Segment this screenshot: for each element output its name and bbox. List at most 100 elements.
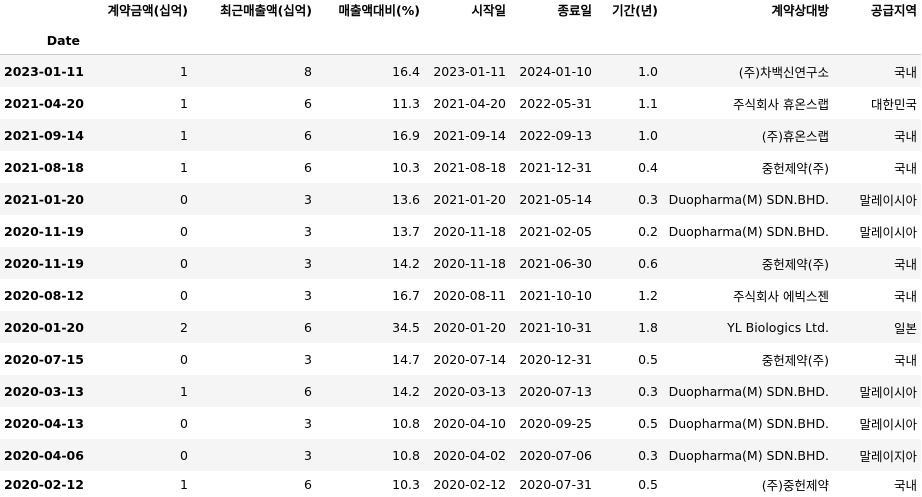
table-cell: 2020-11-18: [433, 255, 506, 271]
table-row: 2020-11-19 0 3 14.2 2020-11-18 2021-06-30 0.6 중…: [0, 247, 921, 279]
table-cell: 국내: [893, 128, 917, 144]
table-cell: 11.3: [392, 95, 420, 111]
table-cell: 말레이시아: [859, 192, 917, 208]
row-index-date: 2020-02-12: [4, 476, 84, 492]
table-cell: 2020-11-18: [433, 223, 506, 239]
column-header: 계약상대방: [771, 3, 829, 18]
table-cell: 1: [180, 476, 188, 492]
table-cell: 2020-12-31: [519, 351, 592, 367]
table-cell: 0.5: [638, 351, 658, 367]
table-cell: 2021-09-14: [433, 127, 506, 143]
table-row: 2020-01-20 2 6 34.5 2020-01-20 2021-10-31 1.8 Y…: [0, 311, 921, 343]
table-cell: Duopharma(M) SDN.BHD.: [668, 383, 829, 399]
table-row: 2020-04-13 0 3 10.8 2020-04-10 2020-09-25 0.5 D…: [0, 407, 921, 439]
table-row: 2020-03-13 1 6 14.2 2020-03-13 2020-07-13 0.3 D…: [0, 375, 921, 407]
table-cell: 일본: [893, 320, 917, 336]
table-cell: 0: [180, 191, 188, 207]
table-cell: 0: [180, 255, 188, 271]
table-cell: 2021-12-31: [519, 159, 592, 175]
table-row: 2020-11-19 0 3 13.7 2020-11-18 2021-02-05 0.2 D…: [0, 215, 921, 247]
table-cell: 2021-02-05: [519, 223, 592, 239]
row-index-date: 2021-04-20: [4, 95, 84, 111]
table-cell: 0: [180, 351, 188, 367]
table-cell: 16.4: [392, 63, 420, 79]
column-header-row: 계약금액(십억) 최근매출액(십억) 매출액대비(%) 시작일 종료일 기간(년…: [0, 0, 921, 26]
row-index-date: 2020-04-06: [4, 447, 84, 463]
table-cell: 1.1: [638, 95, 658, 111]
table-cell: 0.5: [638, 476, 658, 492]
table-cell: Duopharma(M) SDN.BHD.: [668, 415, 829, 431]
table-cell: 6: [304, 319, 312, 335]
table-row: 2021-04-20 1 6 11.3 2021-04-20 2022-05-31 1.1 주…: [0, 87, 921, 119]
table-cell: 주식회사 에빅스젠: [733, 288, 829, 304]
table-cell: 3: [304, 223, 312, 239]
row-index-date: 2021-09-14: [4, 127, 84, 143]
row-index-date: 2020-01-20: [4, 319, 84, 335]
table-cell: 1: [180, 63, 188, 79]
table-cell: 2021-05-14: [519, 191, 592, 207]
table-cell: 14.2: [392, 255, 420, 271]
table-cell: 13.6: [392, 191, 420, 207]
table-cell: 말레이시아: [859, 384, 917, 400]
table-row: 2021-09-14 1 6 16.9 2021-09-14 2022-09-13 1.0 (…: [0, 119, 921, 151]
column-header: 시작일: [471, 3, 506, 18]
row-index-date: 2020-03-13: [4, 383, 84, 399]
table-cell: 중헌제약(주): [761, 352, 829, 368]
table-row: 2020-04-06 0 3 10.8 2020-04-02 2020-07-06 0.3 D…: [0, 439, 921, 471]
row-index-date: 2020-04-13: [4, 415, 84, 431]
table-cell: 6: [304, 95, 312, 111]
table-cell: 말레이지아: [859, 448, 917, 464]
header-blank: [0, 0, 84, 26]
table-cell: 0.3: [638, 383, 658, 399]
table-cell: 중헌제약(주): [761, 256, 829, 272]
table-cell: 2021-06-30: [519, 255, 592, 271]
table-cell: 1.2: [638, 287, 658, 303]
table-cell: 주식회사 휴온스랩: [733, 96, 829, 112]
table-cell: 10.8: [392, 447, 420, 463]
table-cell: 대한민국: [870, 96, 917, 112]
table-cell: 말레이시아: [859, 416, 917, 432]
table-cell: 0: [180, 447, 188, 463]
table-cell: 6: [304, 383, 312, 399]
table-cell: (주)중헌제약: [761, 477, 829, 493]
column-header: 종료일: [557, 3, 592, 18]
table-cell: 2020-07-13: [519, 383, 592, 399]
table-cell: 0.3: [638, 191, 658, 207]
table-cell: 10.3: [392, 159, 420, 175]
table-cell: 1: [180, 159, 188, 175]
table-cell: 0.3: [638, 447, 658, 463]
table-cell: YL Biologics Ltd.: [727, 319, 829, 335]
table-cell: 0.4: [638, 159, 658, 175]
column-header: 매출액대비(%): [338, 3, 420, 18]
table-cell: 2022-09-13: [519, 127, 592, 143]
column-header: 계약금액(십억): [107, 3, 188, 18]
table-row: 2020-07-15 0 3 14.7 2020-07-14 2020-12-31 0.5 중…: [0, 343, 921, 375]
table-cell: 8: [304, 63, 312, 79]
column-header: 공급지역: [870, 3, 917, 18]
table-cell: 16.7: [392, 287, 420, 303]
table-row: 2021-01-20 0 3 13.6 2021-01-20 2021-05-14 0.3 D…: [0, 183, 921, 215]
table-cell: 6: [304, 127, 312, 143]
table-cell: 1: [180, 383, 188, 399]
table-row: 2020-02-12 1 6 10.3 2020-02-12 2020-07-31 0.5 (…: [0, 471, 921, 497]
table-cell: 0: [180, 287, 188, 303]
table-cell: 3: [304, 447, 312, 463]
table-cell: 국내: [893, 288, 917, 304]
table-cell: 2020-07-06: [519, 447, 592, 463]
table-cell: 2022-05-31: [519, 95, 592, 111]
table-cell: 2023-01-11: [433, 63, 506, 79]
table-cell: Duopharma(M) SDN.BHD.: [668, 191, 829, 207]
table-cell: 14.7: [392, 351, 420, 367]
table-cell: 2020-02-12: [433, 476, 506, 492]
table-cell: 3: [304, 415, 312, 431]
index-header-row: Date: [0, 26, 921, 55]
table-cell: 국내: [893, 64, 917, 80]
row-index-date: 2020-11-19: [4, 223, 84, 239]
table-cell: 3: [304, 287, 312, 303]
table-cell: 2020-08-11: [433, 287, 506, 303]
table-cell: 2020-07-31: [519, 476, 592, 492]
table-cell: 10.8: [392, 415, 420, 431]
table-row: 2020-08-12 0 3 16.7 2020-08-11 2021-10-10 1.2 주…: [0, 279, 921, 311]
table-cell: 2021-10-10: [519, 287, 592, 303]
table-cell: 6: [304, 159, 312, 175]
